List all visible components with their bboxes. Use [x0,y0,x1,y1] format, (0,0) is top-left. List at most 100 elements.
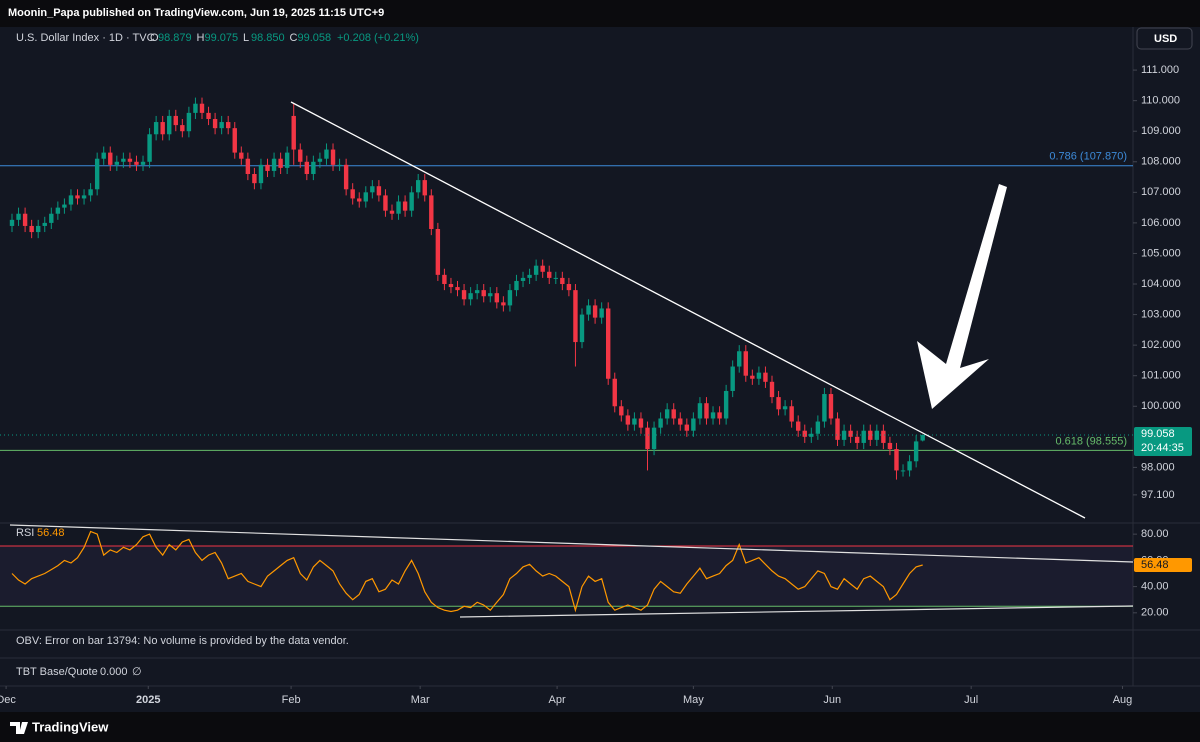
x-tick-label: 2025 [136,694,160,706]
candle-body [599,308,604,318]
legend-value: 98.879 [158,32,192,44]
candle-body [55,207,61,214]
rsi-tag-label: 56.48 [1141,559,1169,571]
candle-body [311,161,316,174]
candle-body [22,213,28,226]
candle-body [488,293,493,297]
fib-label: 0.618 (98.555) [1055,435,1127,447]
candle-body [579,314,585,343]
candle-body [723,390,729,419]
currency-button[interactable] [1136,27,1193,50]
candle-body [854,436,860,443]
x-tick-label: Feb [282,694,301,706]
candle-body [507,290,513,306]
candle-body [586,305,591,315]
candle-body [520,277,526,281]
arrow [917,184,1007,409]
candle-body [140,161,146,165]
legend-value: 98.850 [251,32,285,44]
candle-body [881,430,886,443]
candle-body [776,397,781,410]
candle-body [900,470,906,472]
candle-body [822,394,827,422]
candle-body [815,421,821,434]
candle-body [357,198,362,202]
brand: TradingView [32,719,109,734]
y-tick-label: 103.000 [1141,308,1181,320]
candle-body [468,293,473,300]
y-tick-label: 108.000 [1141,156,1181,168]
y-tick-label: 97.100 [1141,489,1175,501]
candle-body [664,409,670,419]
y-tick-label: 80.00 [1141,528,1169,540]
candle-body [717,412,722,419]
candle-body [481,290,486,297]
candle-body [448,284,454,288]
candle-body [180,125,185,132]
candle-body [239,152,244,159]
x-tick-label: Jul [964,694,978,706]
fib-label: 0.786 (107.870) [1049,151,1127,163]
currency[interactable]: USD [1154,33,1177,45]
candle-body [501,302,506,306]
candle-body [173,115,178,126]
tbt-value: 0.000 [100,666,128,678]
candle-body [167,115,172,135]
candle-body [566,284,572,291]
candle-body [75,195,80,199]
candle-body [422,180,427,196]
candle-body [147,134,152,162]
candle-body [913,441,919,462]
x-tick-label: Dec [0,694,16,706]
candle-body [802,430,807,437]
candle-body [298,149,303,162]
candle-body [225,122,231,129]
candle-body [284,152,290,168]
candle-body [756,372,762,379]
candle-body [343,164,349,190]
candle-body [809,433,814,437]
candle-body [737,351,742,367]
candle-body [638,418,644,428]
candle-body [68,195,74,205]
candle-body [350,189,355,199]
candle-body [560,277,565,285]
candle-body [265,164,270,171]
y-tick-label: 20.00 [1141,607,1169,619]
candle-body [750,375,755,379]
rsi-legend-value: 56.48 [37,527,65,539]
candle-body [769,381,775,398]
candle-body [376,186,382,196]
candle-body [212,118,218,129]
candle-body [160,122,165,135]
y-tick-label: 98.000 [1141,461,1175,473]
candle-body [494,293,500,303]
candle-body [547,271,552,278]
candle-body [527,274,532,278]
candle-body [782,406,788,410]
y-tick-label: 40.00 [1141,581,1169,593]
candle-body [429,195,434,230]
candle-body [671,409,676,419]
y-tick-label: 102.000 [1141,339,1181,351]
x-tick-label: Aug [1113,694,1133,706]
candle-body [435,229,441,275]
chart-title: U.S. Dollar Index · 1D · TVC [16,32,155,44]
candle-body [153,122,159,135]
candle-body [789,406,794,422]
y-tick-label: 106.000 [1141,217,1181,229]
candle-body [887,442,893,450]
candle-body [337,164,342,166]
obv-message: OBV: Error on bar 13794: No volume is pr… [16,635,349,647]
candle-body [402,201,408,211]
candle-body [278,158,283,168]
candle-body [619,406,624,416]
y-tick-label: 101.000 [1141,370,1181,382]
candle-body [363,192,368,202]
candle-body [658,418,663,428]
candle-body [625,415,631,425]
candle-body [186,112,192,132]
